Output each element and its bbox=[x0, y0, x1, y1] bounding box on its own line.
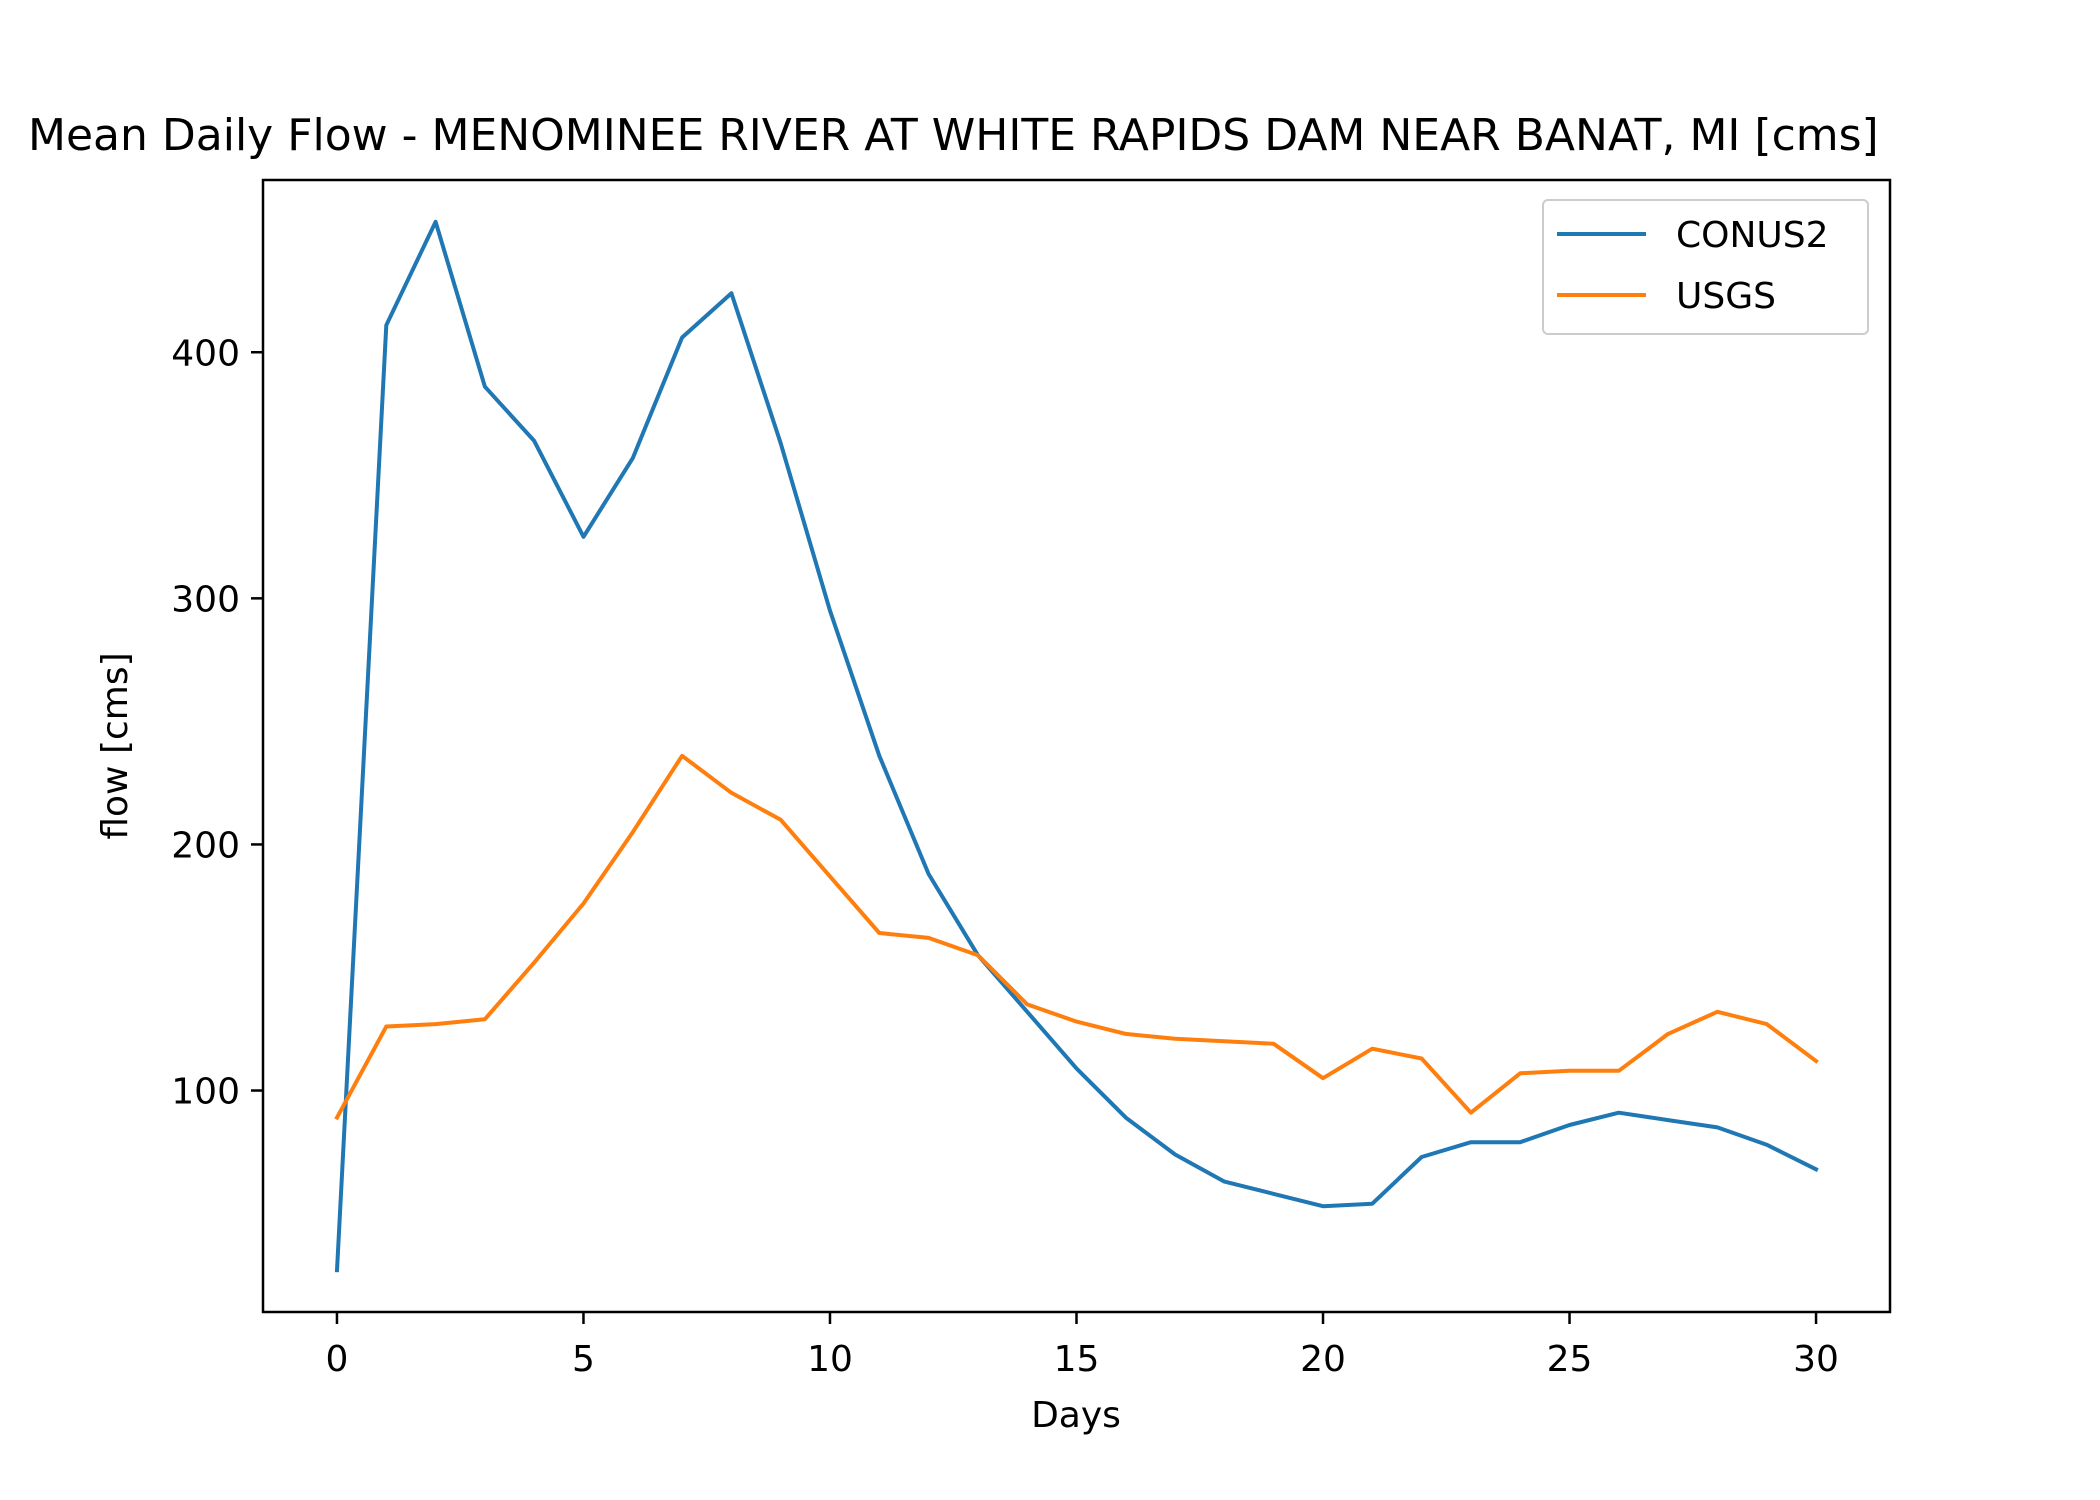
x-tick-label: 30 bbox=[1793, 1339, 1839, 1380]
series-line-usgs bbox=[334, 753, 1819, 1121]
x-tick-label: 5 bbox=[572, 1339, 595, 1380]
y-axis-label: flow [cms] bbox=[95, 652, 136, 839]
y-tick-label: 300 bbox=[171, 579, 240, 620]
series-layer bbox=[334, 219, 1819, 1273]
x-tick-label: 25 bbox=[1547, 1339, 1593, 1380]
x-tick-label: 0 bbox=[326, 1339, 349, 1380]
y-tick-label: 100 bbox=[171, 1072, 240, 1113]
x-axis-ticks: 0 5 10 15 20 25 30 bbox=[326, 1312, 1839, 1380]
x-axis-label: Days bbox=[1031, 1395, 1121, 1436]
y-axis-ticks: 100 200 300 400 bbox=[171, 333, 263, 1113]
legend: CONUS2 USGS bbox=[1542, 199, 1869, 335]
x-tick-label: 10 bbox=[807, 1339, 853, 1380]
legend-label-usgs: USGS bbox=[1676, 276, 1776, 317]
series-line-conus2 bbox=[334, 219, 1819, 1273]
legend-label-conus2: CONUS2 bbox=[1676, 215, 1829, 256]
chart-title: Mean Daily Flow - MENOMINEE RIVER AT WHI… bbox=[28, 110, 1879, 161]
x-tick-label: 20 bbox=[1300, 1339, 1346, 1380]
y-tick-label: 400 bbox=[171, 333, 240, 374]
y-tick-label: 200 bbox=[171, 825, 240, 866]
x-tick-label: 15 bbox=[1054, 1339, 1100, 1380]
